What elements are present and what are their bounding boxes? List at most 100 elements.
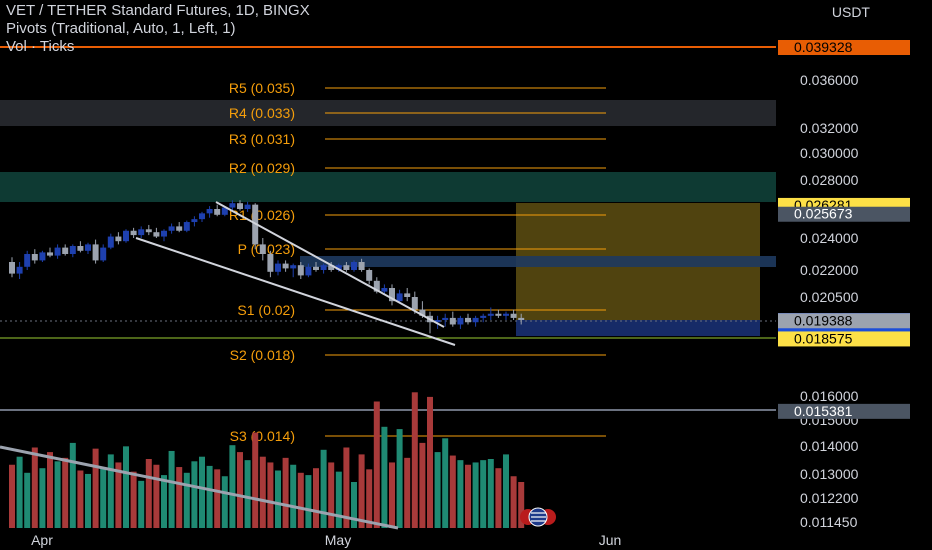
volume-bar — [206, 465, 213, 528]
candle-body — [282, 263, 289, 269]
candle-body — [214, 209, 221, 215]
candle-body — [183, 222, 190, 231]
candle-body — [275, 263, 281, 272]
pivot-label-p: P (0.023) — [238, 241, 295, 257]
volume-bar — [503, 454, 509, 528]
volume-bar — [47, 452, 53, 528]
volume-bar — [320, 449, 327, 528]
volume-trendline — [0, 445, 399, 530]
volume-bar — [183, 472, 190, 528]
candle-body — [153, 232, 160, 237]
volume-bar — [259, 456, 266, 528]
candle-body — [449, 317, 456, 325]
volume-bar — [24, 472, 31, 528]
candle-body — [221, 207, 228, 215]
volume-bar — [335, 471, 342, 528]
candle-body — [267, 254, 274, 272]
volume-bar — [396, 429, 403, 528]
liquidity-band — [300, 256, 776, 267]
pivot-label-s3: S3 (0.014) — [230, 428, 295, 444]
price-badge — [778, 40, 910, 55]
volume-bar — [343, 447, 350, 528]
volume-bar — [427, 396, 433, 528]
volume-bar — [115, 462, 122, 528]
candle-body — [411, 297, 418, 310]
candle-body — [161, 230, 167, 237]
volume-bar — [77, 470, 84, 528]
volume-bar — [168, 450, 175, 528]
price-axis-background — [776, 0, 932, 528]
pivot-label-r3: R3 (0.031) — [229, 131, 295, 147]
candle-body — [77, 246, 84, 251]
candle-body — [191, 219, 198, 223]
candle-body — [100, 247, 107, 261]
y-tick-label: 0.032000 — [800, 120, 859, 136]
price-badge-label: 0.015381 — [794, 403, 853, 419]
volume-bar — [480, 460, 487, 528]
pivots-indicator-legend[interactable]: Pivots (Traditional, Auto, 1, Left, 1) — [6, 20, 236, 37]
volume-bar — [153, 464, 160, 528]
volume-bar — [328, 462, 335, 528]
volume-bar — [275, 470, 281, 528]
wedge-upper-trendline — [215, 201, 445, 328]
candle-body — [244, 204, 251, 209]
volume-bar — [130, 471, 137, 528]
x-tick-label: Apr — [31, 532, 53, 548]
y-tick-label: 0.013000 — [800, 466, 859, 482]
candle-body — [343, 265, 350, 270]
volume-bar — [305, 475, 312, 528]
volume-bar — [373, 401, 380, 528]
candle-body — [465, 317, 471, 323]
candle-body — [123, 230, 129, 242]
volume-indicator-legend[interactable]: Vol · Ticks — [6, 38, 75, 55]
candle-body — [396, 293, 403, 302]
price-badge — [778, 313, 910, 329]
candle-body — [495, 313, 502, 316]
candle-body — [237, 203, 243, 209]
pivot-label-r5: R5 (0.035) — [229, 80, 295, 96]
candle-body — [85, 244, 91, 251]
volume-bar — [138, 480, 145, 528]
supply-zone — [0, 172, 776, 202]
pivot-label-r4: R4 (0.033) — [229, 105, 295, 121]
x-tick-label: May — [325, 532, 351, 548]
volume-bar — [69, 442, 76, 528]
y-tick-label: 0.011450 — [800, 514, 858, 530]
volume-bar — [465, 464, 471, 528]
candle-body — [107, 236, 114, 248]
volume-bar — [229, 445, 236, 528]
y-tick-label: 0.022000 — [800, 262, 859, 278]
volume-bar — [161, 475, 167, 528]
volume-bar — [191, 461, 198, 528]
volume-bar — [85, 473, 91, 528]
volume-bar — [290, 464, 297, 528]
candle-body — [47, 252, 53, 256]
candle-body — [138, 229, 145, 236]
volume-bar — [39, 468, 46, 528]
candle-body — [480, 315, 487, 318]
volume-bar — [92, 448, 99, 528]
candle-body — [305, 266, 312, 276]
candle-body — [389, 288, 395, 302]
volume-bar — [366, 469, 373, 528]
candle-body — [168, 226, 175, 231]
long-position-stop-zone — [516, 320, 760, 336]
price-badge — [778, 403, 910, 419]
volume-bar — [381, 426, 388, 528]
volume-bar — [31, 447, 38, 528]
candle-body — [297, 265, 304, 276]
candle-body — [404, 293, 411, 297]
candle-body — [503, 313, 509, 316]
volume-bar — [123, 446, 129, 528]
symbol-title[interactable]: VET / TETHER Standard Futures, 1D, BINGX — [6, 2, 310, 19]
price-badge-label: 0.019388 — [794, 312, 853, 328]
wedge-lower-trendline — [135, 237, 456, 346]
pivot-label-s1: S1 (0.02) — [237, 302, 295, 318]
volume-bar — [100, 468, 107, 528]
candle-body — [328, 265, 335, 270]
volume-bar — [434, 452, 441, 528]
candle-body — [31, 254, 38, 261]
y-tick-label: 0.020500 — [800, 289, 859, 305]
